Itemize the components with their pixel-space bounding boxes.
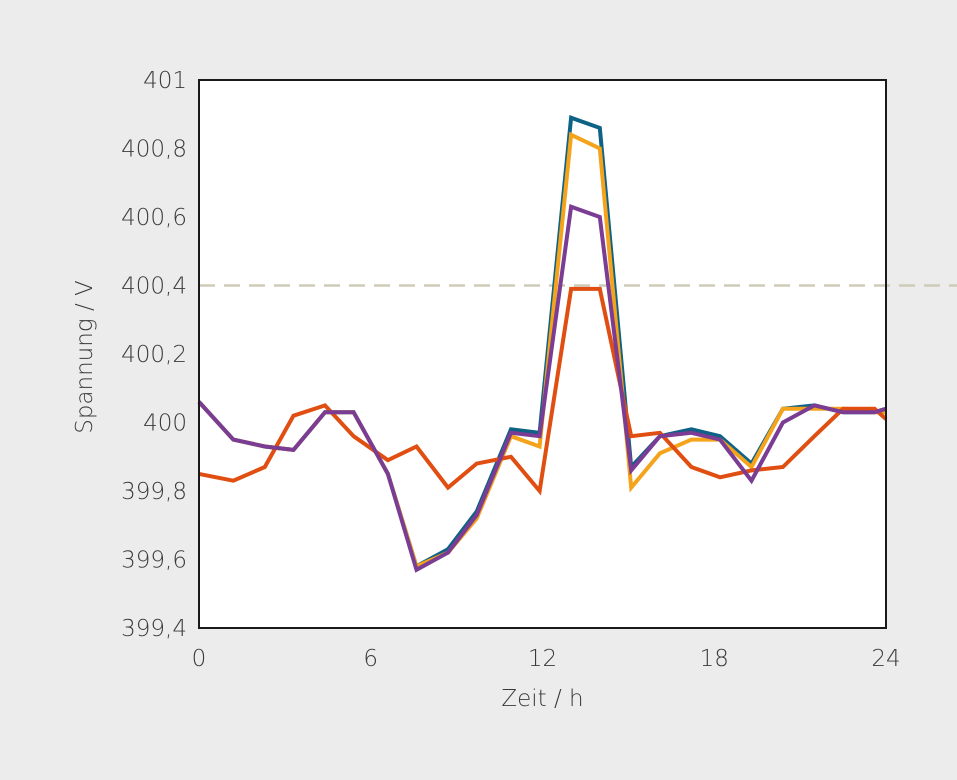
y-tick-label: 400,6 <box>121 205 187 231</box>
x-tick-label: 12 <box>528 646 557 672</box>
y-tick-label: 399,6 <box>121 548 187 574</box>
x-tick-label: 18 <box>700 646 729 672</box>
series-line-3 <box>198 286 888 496</box>
x-axis-title: Zeit / h <box>501 686 583 712</box>
series-line-4 <box>197 203 887 573</box>
y-tick-label: 399,8 <box>121 479 187 505</box>
y-tick-label: 400,8 <box>121 137 187 163</box>
x-tick-label: 24 <box>871 646 900 672</box>
plot-frame <box>198 79 887 629</box>
y-tick-label: 401 <box>143 68 187 94</box>
y-axis-title: Spannung / V <box>72 280 98 434</box>
y-tick-label: 400,4 <box>121 274 187 300</box>
plot-area <box>199 80 886 628</box>
y-tick-labels: 399,4 399,6 399,8 400 400,2 400,4 400,6 400,8 40… <box>121 68 187 642</box>
series-layer <box>197 114 888 573</box>
y-tick-label: 399,4 <box>121 616 187 642</box>
x-tick-label: 6 <box>363 646 378 672</box>
y-tick-label: 400,2 <box>121 342 187 368</box>
x-tick-label: 0 <box>192 646 207 672</box>
x-tick-labels: 0 6 12 18 24 <box>192 646 901 672</box>
y-tick-label: 400 <box>143 411 187 437</box>
